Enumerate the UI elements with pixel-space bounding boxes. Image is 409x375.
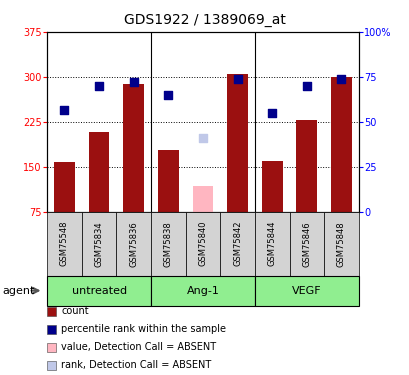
Bar — [324, 212, 358, 276]
Bar — [47, 276, 151, 306]
Text: GSM75834: GSM75834 — [94, 221, 103, 267]
Text: VEGF: VEGF — [291, 286, 321, 296]
Text: GSM75548: GSM75548 — [60, 221, 69, 267]
Bar — [254, 276, 358, 306]
Text: untreated: untreated — [71, 286, 126, 296]
Bar — [81, 212, 116, 276]
Point — [61, 108, 67, 114]
Bar — [157, 150, 178, 212]
Text: value, Detection Call = ABSENT: value, Detection Call = ABSENT — [61, 342, 216, 352]
Bar — [254, 212, 289, 276]
Point — [303, 83, 309, 89]
Bar — [261, 161, 282, 212]
Point — [165, 92, 171, 98]
Bar — [88, 132, 109, 212]
Bar — [185, 212, 220, 276]
Bar — [192, 186, 213, 212]
Bar — [151, 276, 254, 306]
Point — [234, 76, 240, 82]
Bar — [227, 74, 247, 212]
Point — [268, 110, 275, 116]
Bar — [296, 120, 317, 212]
Text: Ang-1: Ang-1 — [186, 286, 219, 296]
Text: GSM75842: GSM75842 — [232, 221, 241, 267]
Text: GSM75840: GSM75840 — [198, 221, 207, 267]
Bar — [220, 212, 254, 276]
Point — [337, 76, 344, 82]
Text: GSM75836: GSM75836 — [129, 221, 138, 267]
Point — [96, 83, 102, 89]
Text: GSM75848: GSM75848 — [336, 221, 345, 267]
Bar — [289, 212, 324, 276]
Text: rank, Detection Call = ABSENT: rank, Detection Call = ABSENT — [61, 360, 211, 370]
Point — [199, 135, 206, 141]
Text: count: count — [61, 306, 88, 316]
Text: percentile rank within the sample: percentile rank within the sample — [61, 324, 225, 334]
Text: GDS1922 / 1389069_at: GDS1922 / 1389069_at — [124, 13, 285, 27]
Bar — [116, 212, 151, 276]
Text: GSM75846: GSM75846 — [301, 221, 310, 267]
Point — [130, 79, 137, 85]
Text: GSM75844: GSM75844 — [267, 221, 276, 267]
Bar — [54, 162, 75, 212]
Bar — [123, 84, 144, 212]
Text: GSM75838: GSM75838 — [164, 221, 173, 267]
Bar — [47, 212, 81, 276]
Text: agent: agent — [2, 286, 34, 296]
Bar — [151, 212, 185, 276]
Bar — [330, 77, 351, 212]
